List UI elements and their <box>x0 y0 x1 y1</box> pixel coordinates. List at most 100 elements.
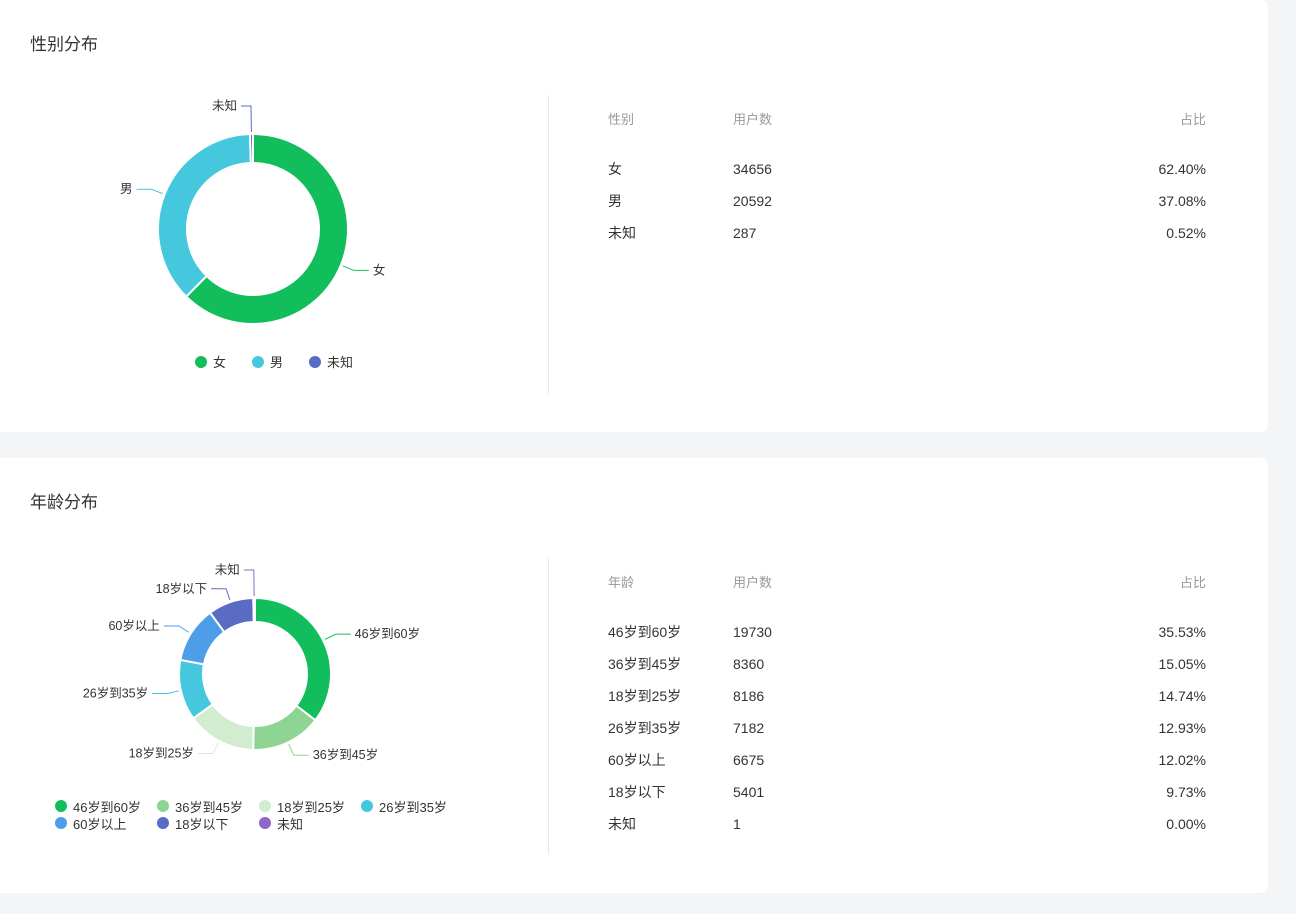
row-percent: 12.02% <box>1158 752 1206 768</box>
row-label: 18岁到25岁 <box>608 688 682 704</box>
row-label: 60岁以上 <box>608 752 666 768</box>
column-header: 占比 <box>1179 111 1206 127</box>
slice-label: 未知 <box>215 563 240 577</box>
slice-label: 26岁到35岁 <box>83 685 148 700</box>
table-row: 26岁到35岁 7182 12.93% <box>608 712 1206 744</box>
slice-label: 60岁以上 <box>108 618 159 633</box>
row-percent: 0.52% <box>1166 225 1206 241</box>
table-row: 男 20592 37.08% <box>608 185 1206 217</box>
donut-slice[interactable] <box>252 704 317 751</box>
donut-slice[interactable] <box>252 596 256 624</box>
slice-leader-line <box>211 588 231 601</box>
slice-leader-line <box>163 625 190 633</box>
legend-label: 26岁到35岁 <box>379 799 447 815</box>
table-row: 18岁以下 5401 9.73% <box>608 776 1206 808</box>
row-percent: 12.93% <box>1158 720 1206 736</box>
legend-label: 60岁以上 <box>73 816 127 832</box>
slice-leader-line <box>152 690 179 694</box>
gender-donut-chart: 女 男 未知 <box>120 99 385 325</box>
age-panel-title: 年龄分布 <box>30 493 98 512</box>
legend-item[interactable]: 18岁到25岁 <box>259 798 361 815</box>
legend-label: 男 <box>269 355 283 370</box>
row-percent: 9.73% <box>1166 784 1206 800</box>
legend-label: 女 <box>212 355 226 370</box>
legend-dot-icon <box>309 355 321 368</box>
legend-item[interactable]: 18岁以下 <box>157 815 259 832</box>
legend-label: 未知 <box>277 816 304 832</box>
donut-slice[interactable] <box>184 132 349 325</box>
legend-dot-icon <box>157 800 169 812</box>
row-label: 18岁以下 <box>608 784 666 800</box>
table-row: 18岁到25岁 8186 14.74% <box>608 680 1206 712</box>
table-header-row: 年龄 用户数 占比 <box>608 571 1206 591</box>
legend-label: 18岁以下 <box>175 816 229 832</box>
legend-dot-icon <box>55 800 67 812</box>
legend-item[interactable]: 未知 <box>259 815 361 832</box>
slice-label: 18岁以下 <box>156 581 207 596</box>
row-label: 26岁到35岁 <box>608 720 682 736</box>
divider <box>548 558 549 854</box>
table-row: 46岁到60岁 19730 35.53% <box>608 616 1206 648</box>
row-label: 未知 <box>608 816 636 832</box>
row-count: 8186 <box>733 688 765 704</box>
row-label: 36岁到45岁 <box>608 656 682 672</box>
row-label: 46岁到60岁 <box>608 624 682 640</box>
slice-leader-line <box>288 744 309 756</box>
row-count: 8360 <box>733 656 765 672</box>
legend-item[interactable]: 未知 <box>309 352 353 371</box>
slice-leader-line <box>243 569 255 597</box>
row-count: 5401 <box>733 784 765 800</box>
table-row: 36岁到45岁 8360 15.05% <box>608 648 1206 680</box>
row-label: 男 <box>608 193 622 209</box>
donut-slice[interactable] <box>254 596 332 722</box>
slice-label: 46岁到60岁 <box>355 626 420 641</box>
donut-slice[interactable] <box>248 132 254 165</box>
legend-dot-icon <box>251 355 264 368</box>
legend-item[interactable]: 男 <box>251 352 283 371</box>
legend-dot-icon <box>259 800 271 812</box>
row-percent: 15.05% <box>1158 656 1206 672</box>
column-header: 用户数 <box>733 574 773 590</box>
age-panel: 年龄分布 46岁到60岁 36岁到45岁 18岁到25岁 26岁到35岁 60岁以上 18… <box>0 458 1268 893</box>
legend-dot-icon <box>361 800 373 812</box>
legend-dot-icon <box>55 817 67 829</box>
donut-slice[interactable] <box>157 133 252 298</box>
slice-leader-line <box>241 105 252 133</box>
row-count: 1 <box>733 816 741 832</box>
legend-dot-icon <box>157 817 169 829</box>
gender-panel: 性别分布 女男未知 女男未知 性别 用户数 占比女 34656 62.40% 男 20592… <box>0 0 1268 432</box>
column-header: 年龄 <box>608 574 635 590</box>
table-row: 女 34656 62.40% <box>608 153 1206 185</box>
row-count: 34656 <box>733 161 772 177</box>
slice-label: 36岁到45岁 <box>313 747 378 762</box>
row-count: 20592 <box>733 193 772 209</box>
legend-item[interactable]: 女 <box>194 352 226 371</box>
slice-label: 男 <box>120 182 133 196</box>
row-label: 未知 <box>608 225 636 241</box>
table-header-row: 性别 用户数 占比 <box>608 108 1206 128</box>
legend-item[interactable]: 36岁到45岁 <box>157 798 259 815</box>
row-percent: 14.74% <box>1158 688 1206 704</box>
row-count: 7182 <box>733 720 765 736</box>
table-row: 未知 287 0.52% <box>608 217 1206 249</box>
row-percent: 62.40% <box>1158 161 1206 177</box>
legend-label: 18岁到25岁 <box>277 799 345 815</box>
divider <box>548 95 549 395</box>
table-row: 未知 1 0.00% <box>608 808 1206 840</box>
gender-legend: 女 男 未知 <box>0 352 548 371</box>
gender-panel-title: 性别分布 <box>30 35 98 54</box>
slice-label: 未知 <box>212 99 237 113</box>
slice-label: 18岁到25岁 <box>129 746 194 761</box>
row-count: 19730 <box>733 624 772 640</box>
legend-item[interactable]: 26岁到35岁 <box>361 798 463 815</box>
row-label: 女 <box>608 161 622 177</box>
legend-label: 未知 <box>327 355 354 370</box>
row-count: 287 <box>733 225 757 241</box>
legend-item[interactable]: 46岁到60岁 <box>55 798 157 815</box>
table-row: 60岁以上 6675 12.02% <box>608 744 1206 776</box>
column-header: 性别 <box>608 111 635 127</box>
legend-label: 36岁到45岁 <box>175 799 243 815</box>
legend-item[interactable]: 60岁以上 <box>55 815 157 832</box>
age-legend: 46岁到60岁 36岁到45岁 18岁到25岁 26岁到35岁 60岁以上 18岁以下 未知 <box>55 798 495 832</box>
